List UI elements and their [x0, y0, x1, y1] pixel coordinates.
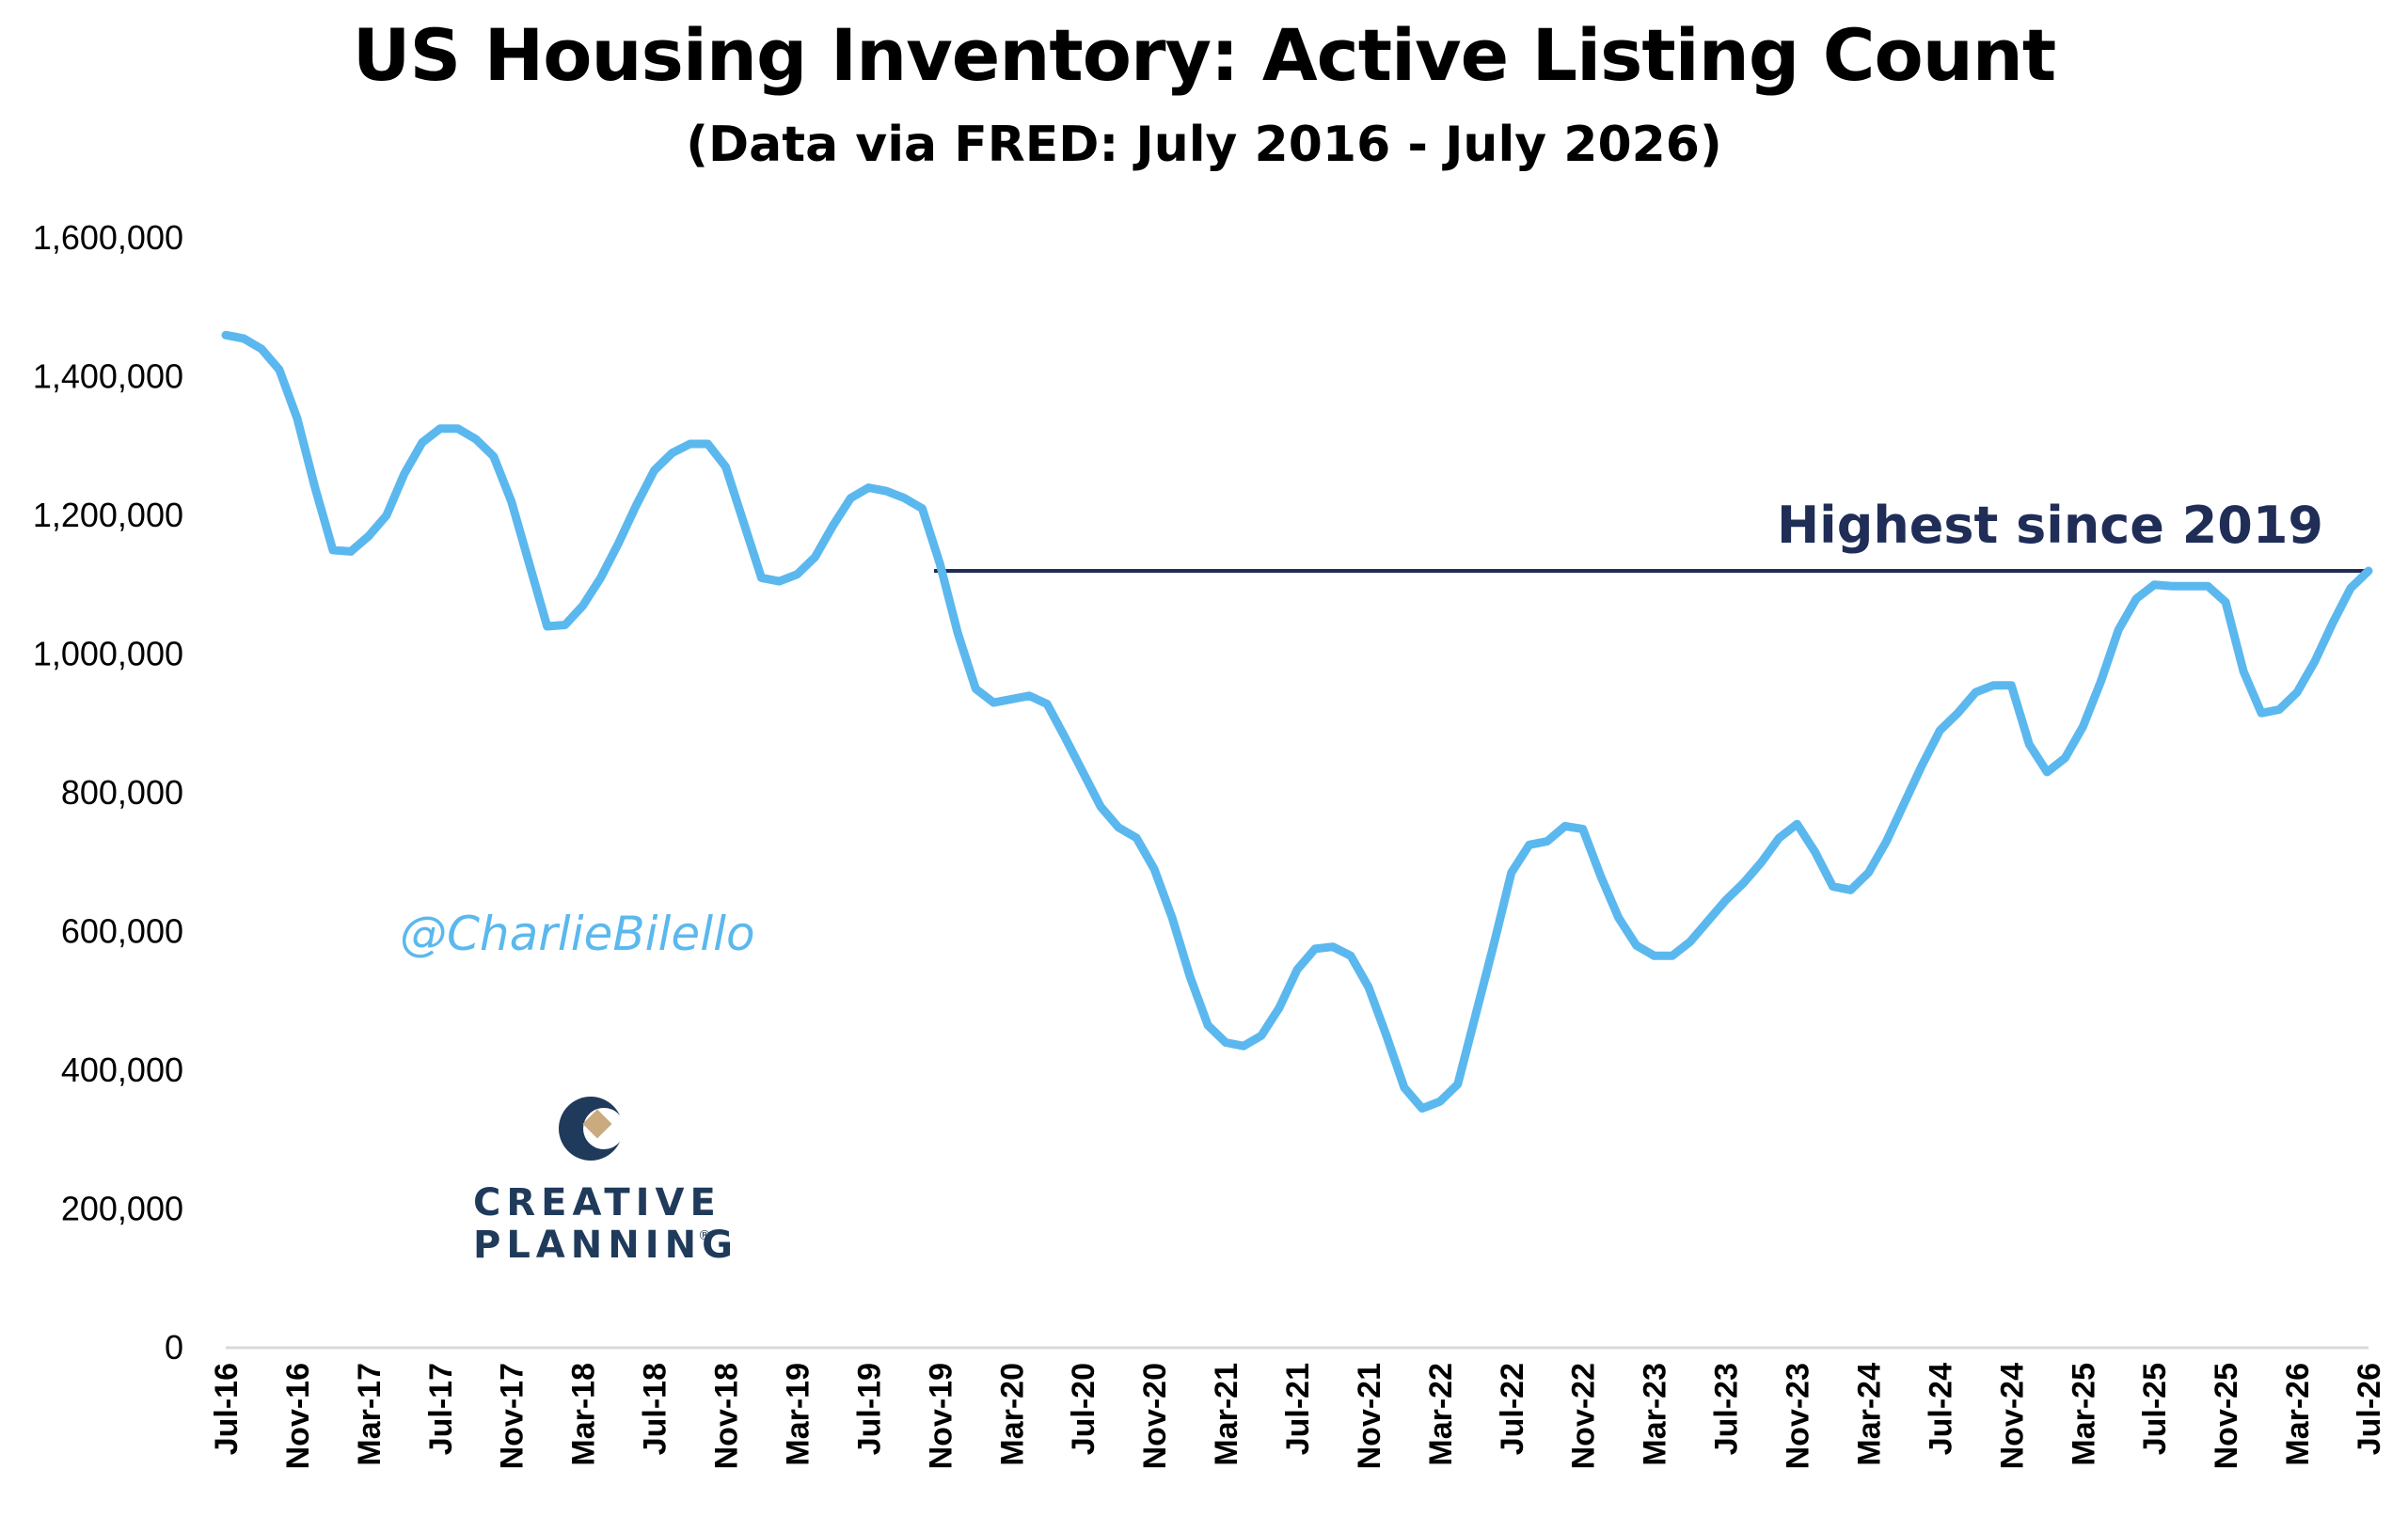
x-tick-label: Mar-17: [352, 1363, 388, 1466]
x-tick-label: Jul-22: [1495, 1363, 1530, 1455]
x-tick-label: Nov-24: [1994, 1363, 2030, 1469]
x-tick-label: Jul-25: [2137, 1363, 2173, 1455]
x-tick-label: Nov-22: [1566, 1363, 1602, 1469]
y-tick-label: 1,200,000: [33, 496, 183, 534]
annotation-layer: Highest since 2019: [934, 496, 2368, 573]
x-tick-label: Nov-19: [923, 1363, 958, 1469]
y-tick-label: 0: [165, 1328, 183, 1367]
y-tick-label: 800,000: [61, 773, 183, 812]
x-tick-label: Jul-21: [1280, 1363, 1316, 1455]
x-tick-label: Nov-18: [709, 1363, 745, 1469]
x-tick-label: Nov-23: [1781, 1363, 1816, 1469]
y-tick-label: 400,000: [61, 1051, 183, 1089]
y-tick-label: 1,400,000: [33, 357, 183, 396]
chart-title: US Housing Inventory: Active Listing Cou…: [352, 13, 2056, 97]
annotation-label: Highest since 2019: [1777, 496, 2323, 555]
x-tick-label: Jul-18: [638, 1363, 673, 1455]
series-layer: [221, 330, 2373, 1114]
brand-registered-mark: ®: [698, 1228, 711, 1243]
x-tick-label: Mar-19: [780, 1363, 816, 1466]
y-tick-label: 200,000: [61, 1190, 183, 1228]
brand-line-2: PLANNING: [473, 1224, 738, 1267]
x-tick-label: Mar-26: [2280, 1363, 2316, 1466]
x-tick-label: Jul-26: [2352, 1363, 2387, 1455]
y-tick-label: 1,000,000: [33, 635, 183, 673]
x-tick-label: Mar-21: [1209, 1363, 1244, 1466]
x-tick-label: Jul-17: [423, 1363, 459, 1455]
x-axis: Jul-16 Nov-16 Mar-17 Jul-17 Nov-17 Mar-18 Jul-…: [209, 1346, 2387, 1469]
creative-planning-logo-icon: [559, 1097, 625, 1161]
x-tick-label: Mar-18: [566, 1363, 602, 1466]
x-tick-label: Nov-25: [2209, 1363, 2244, 1469]
x-tick-label: Mar-22: [1423, 1363, 1459, 1466]
x-tick-label: Mar-23: [1638, 1363, 1673, 1466]
y-tick-label: 600,000: [61, 912, 183, 951]
brand-line-1: CREATIVE: [473, 1181, 721, 1225]
chart-subtitle: (Data via FRED: July 2016 - July 2026): [686, 117, 1722, 173]
x-tick-label: Jul-23: [1709, 1363, 1745, 1455]
x-tick-label: Mar-25: [2066, 1363, 2101, 1466]
author-handle: @CharlieBilello: [400, 907, 755, 961]
x-tick-label: Jul-24: [1923, 1363, 1958, 1455]
y-axis: 0 200,000 400,000 600,000 800,000 1,000,000 1,…: [33, 218, 183, 1367]
x-tick-label: Mar-20: [994, 1363, 1030, 1466]
x-tick-label: Nov-20: [1137, 1363, 1173, 1469]
x-tick-label: Jul-20: [1066, 1363, 1101, 1455]
x-tick-label: Nov-21: [1352, 1363, 1387, 1469]
x-tick-label: Jul-19: [851, 1363, 887, 1455]
x-tick-label: Jul-16: [209, 1363, 245, 1455]
x-tick-label: Nov-16: [280, 1363, 316, 1469]
series-line-active-listing-count: [221, 330, 2373, 1114]
x-tick-label: Nov-17: [495, 1363, 531, 1469]
x-tick-label: Mar-24: [1851, 1363, 1887, 1466]
y-tick-label: 1,600,000: [33, 218, 183, 257]
